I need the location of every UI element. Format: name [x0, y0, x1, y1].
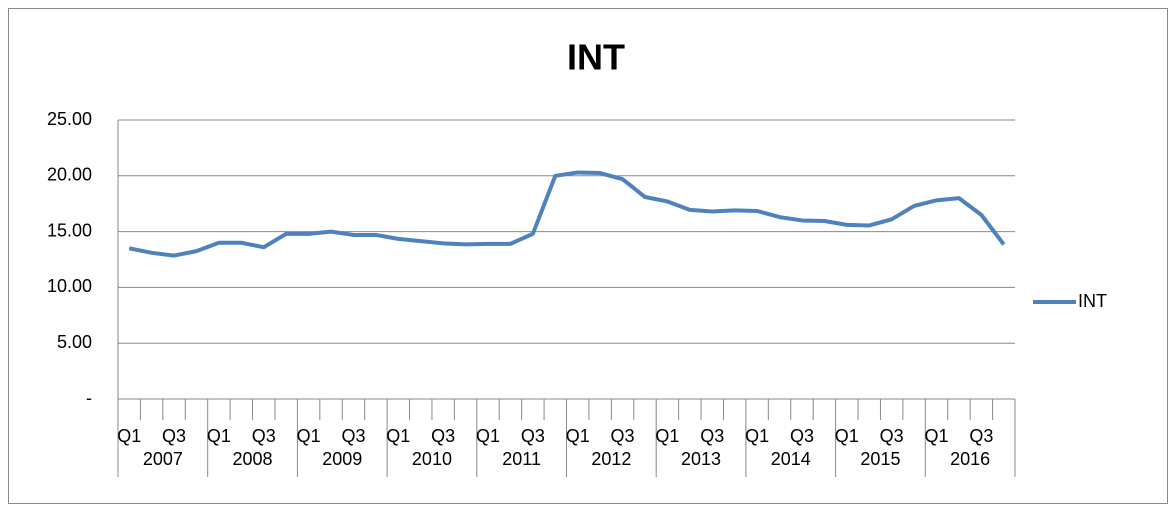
chart-title: INT — [567, 37, 625, 78]
x-tick-label: Q3 — [880, 426, 904, 446]
x-tick-label: Q1 — [476, 426, 500, 446]
group-label: 2009 — [322, 449, 362, 469]
group-label: 2010 — [412, 449, 452, 469]
group-label: 2008 — [233, 449, 273, 469]
x-tick-label: Q3 — [700, 426, 724, 446]
x-tick-label: Q3 — [431, 426, 455, 446]
x-tick-label: Q3 — [521, 426, 545, 446]
x-tick-label: Q1 — [386, 426, 410, 446]
chart-frame — [8, 8, 1168, 504]
group-label: 2015 — [860, 449, 900, 469]
x-tick-label: Q1 — [297, 426, 321, 446]
y-tick-label: 15.00 — [47, 220, 92, 240]
group-label: 2013 — [681, 449, 721, 469]
x-tick-label: Q3 — [341, 426, 365, 446]
x-tick-label: Q1 — [207, 426, 231, 446]
x-tick-label: Q3 — [162, 426, 186, 446]
x-tick-label: Q1 — [835, 426, 859, 446]
y-tick-label: 5.00 — [57, 332, 92, 352]
x-tick-label: Q3 — [969, 426, 993, 446]
group-label: 2012 — [591, 449, 631, 469]
x-tick-label: Q1 — [566, 426, 590, 446]
x-tick-label: Q1 — [655, 426, 679, 446]
x-tick-label: Q1 — [745, 426, 769, 446]
group-label: 2016 — [950, 449, 990, 469]
series-line — [128, 170, 1006, 258]
group-label: 2007 — [143, 449, 183, 469]
x-tick-label: Q1 — [117, 426, 141, 446]
y-tick-label: 20.00 — [47, 165, 92, 185]
x-tick-label: Q3 — [611, 426, 635, 446]
x-tick-label: Q3 — [252, 426, 276, 446]
x-tick-label: Q3 — [790, 426, 814, 446]
group-label: 2014 — [771, 449, 811, 469]
group-label: 2011 — [502, 449, 541, 469]
x-tick-label: Q1 — [925, 426, 949, 446]
y-tick-label: 10.00 — [47, 276, 92, 296]
y-tick-label: 25.00 — [47, 109, 92, 129]
y-tick-label: - — [86, 388, 92, 408]
legend-label: INT — [1078, 291, 1107, 311]
